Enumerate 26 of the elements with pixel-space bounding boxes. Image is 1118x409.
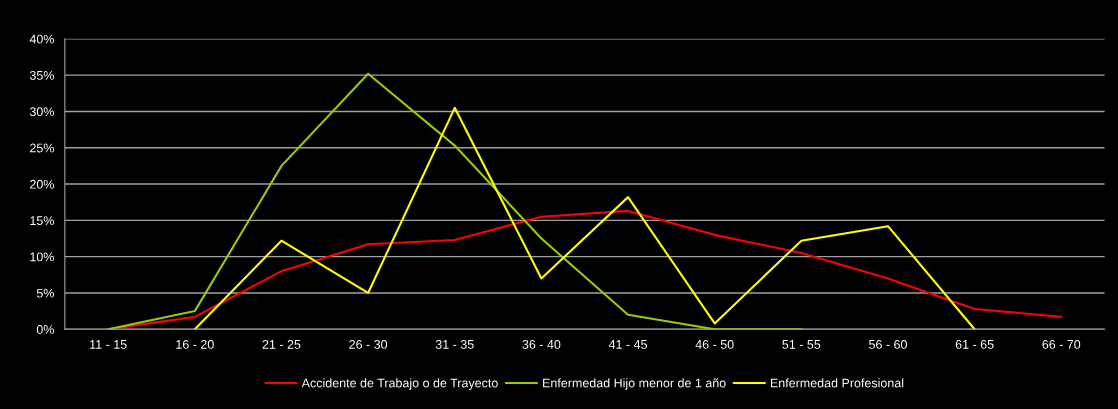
- line-series: [107, 72, 803, 330]
- x-tick-label: 21 - 25: [262, 339, 301, 349]
- y-tick-label: 20%: [30, 179, 54, 189]
- x-tick-label: 26 - 30: [349, 339, 388, 349]
- x-tick-label: 51 - 55: [782, 340, 821, 349]
- legend-label: Enfermedad Profesional: [770, 378, 904, 388]
- x-tick-label: 41 - 45: [608, 340, 647, 349]
- y-tick-label: 10%: [30, 252, 54, 262]
- x-tick-label: 31 - 35: [435, 339, 474, 349]
- y-tick-label: 35%: [29, 70, 54, 80]
- y-tick-label: 5%: [36, 288, 54, 298]
- y-tick-label: 0%: [36, 325, 54, 334]
- x-tick-label: 66 - 70: [1042, 339, 1081, 349]
- x-tick-label: 16 - 20: [176, 339, 214, 349]
- legend-label: Accidente de Trabajo o de Trayecto: [301, 378, 498, 390]
- y-tick-label: 25%: [30, 143, 54, 153]
- x-tick-label: 11 - 15: [90, 340, 127, 349]
- x-tick-label: 61 - 65: [955, 339, 994, 349]
- x-tick-label: 36 - 40: [522, 339, 561, 349]
- y-tick-label: 30%: [29, 107, 54, 117]
- line-series: [193, 106, 976, 330]
- x-tick-label: 56 - 60: [869, 339, 907, 349]
- x-tick-label: 46 - 50: [695, 339, 734, 349]
- y-tick-label: 40%: [29, 34, 54, 44]
- legend-label: Enfermedad Hijo menor de 1 año: [543, 378, 726, 390]
- y-tick-label: 15%: [30, 216, 54, 225]
